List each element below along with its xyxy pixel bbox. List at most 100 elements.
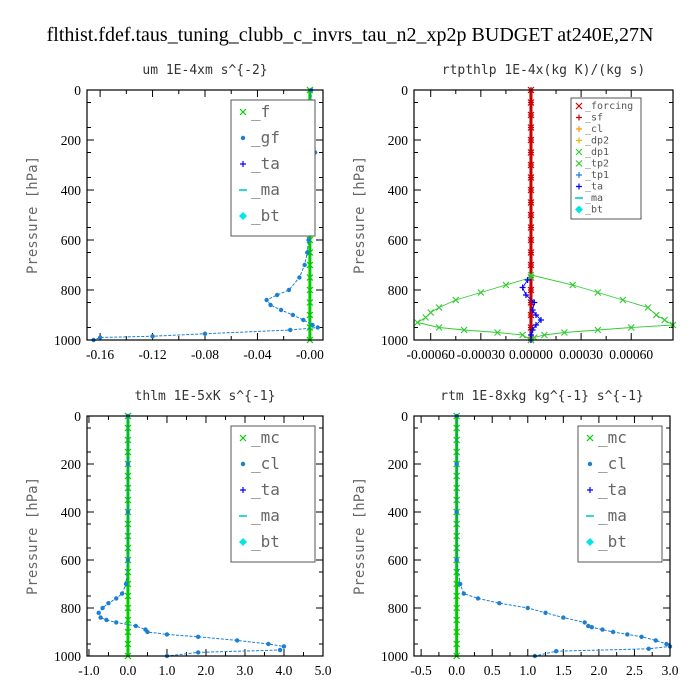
legend: _mc _cl _ta _ma _bt [577, 425, 663, 563]
series-cl [454, 413, 673, 659]
data-point [306, 237, 311, 243]
y-tick-label: 0 [401, 409, 408, 424]
data-point [458, 581, 463, 587]
data-point [661, 316, 669, 324]
data-point [527, 271, 535, 279]
y-tick-label: 400 [61, 505, 82, 520]
data-point [413, 319, 421, 326]
y-tick-label: 600 [61, 553, 82, 568]
data-point [286, 287, 292, 293]
data-point [594, 289, 602, 296]
data-point [268, 302, 273, 308]
x-tick-label: 1.0 [159, 663, 176, 678]
legend-label: _cl [598, 454, 627, 473]
data-point [297, 275, 302, 280]
data-point [310, 322, 315, 328]
y-tick-label: 1000 [381, 649, 408, 664]
legend-box [577, 425, 663, 563]
x-tick-label: 2.5 [626, 663, 643, 678]
x-tick-label: 1.5 [555, 663, 572, 678]
data-point [589, 625, 594, 630]
legend: _forcing_sf_cl_dp2_dp1_tp2_tp1_ta_ma_bt [570, 97, 642, 220]
data-point [123, 581, 129, 587]
y-tick-label: 600 [388, 233, 409, 248]
legend-label: _ta [251, 480, 280, 499]
data-point [540, 331, 548, 339]
data-point [653, 638, 658, 643]
series-line [416, 277, 532, 341]
legend-marker [240, 487, 246, 493]
data-point [519, 331, 527, 339]
data-point [561, 615, 566, 620]
y-tick-label: 0 [74, 83, 81, 98]
y-tick-label: 400 [388, 505, 409, 520]
data-point [625, 632, 630, 637]
panel-title: thlm 1E-5xK s^{-1} [135, 389, 276, 404]
x-tick-label: 2.0 [198, 663, 215, 678]
data-point [664, 641, 669, 647]
panels: um 1E-4xm s^{-2} Pressure [hPa] 0 200 400 600… [25, 63, 679, 678]
legend-label: _mc [251, 428, 280, 447]
panel-2: rtpthlp 1E-4x(kg K)/(kg s) Pressure [hPa]… [352, 63, 677, 362]
legend-marker [239, 108, 247, 116]
x-tick-label: 0.5 [484, 663, 501, 678]
data-point [277, 647, 283, 653]
legend-marker [575, 205, 583, 214]
panel-title: rtm 1E-8xkg kg^{-1} s^{-1} [440, 389, 644, 404]
data-point [554, 649, 559, 654]
legend-marker [240, 161, 246, 167]
data-point [264, 297, 269, 303]
legend-marker [239, 212, 247, 220]
legend-label: _mc [598, 428, 627, 447]
legend-label: _dp2 [585, 136, 609, 147]
data-point [427, 309, 435, 316]
data-point [195, 650, 201, 655]
panel-title: um 1E-4xm s^{-2} [142, 63, 267, 78]
data-point [532, 322, 539, 328]
panel-1: um 1E-4xm s^{-2} Pressure [hPa] 0 200 400 600… [25, 63, 324, 362]
x-tick-label: -0.00 [296, 347, 324, 362]
data-point [145, 629, 150, 635]
legend-label: _f [251, 102, 270, 121]
data-point [646, 646, 651, 651]
legend: _f _gf _ta _ma _bt [230, 99, 316, 237]
series-line [98, 416, 286, 657]
data-point [529, 327, 536, 333]
y-tick-label: 0 [401, 83, 408, 98]
data-point [494, 329, 501, 336]
data-point [125, 509, 131, 515]
plot-frame [413, 415, 671, 657]
legend-marker [576, 137, 582, 144]
legend-marker [587, 487, 593, 493]
data-point [302, 262, 307, 268]
data-point [234, 638, 240, 643]
panel-title: rtpthlp 1E-4x(kg K)/(kg s) [442, 63, 646, 78]
data-point [133, 623, 138, 629]
x-tick-label: 4.0 [276, 663, 293, 678]
data-point [639, 634, 644, 639]
legend-label: _ta [598, 480, 627, 499]
x-tick-label: 0.00060 [609, 347, 653, 362]
legend-marker [576, 126, 582, 132]
legend-label: _sf [585, 113, 603, 124]
legend-marker [239, 434, 247, 442]
legend-marker [575, 160, 583, 167]
data-point [477, 289, 485, 296]
data-point [96, 610, 101, 615]
legend-label: _bt [598, 532, 627, 551]
legend: _mc _cl _ta _ma _bt [230, 425, 316, 563]
legend-marker [576, 114, 582, 121]
data-point [114, 596, 119, 601]
legend-marker [575, 148, 583, 156]
legend-label: _tp1 [585, 170, 609, 181]
data-point [600, 627, 605, 632]
data-point [454, 557, 459, 563]
data-point [301, 317, 306, 323]
x-tick-label: -0.16 [86, 347, 114, 362]
data-point [422, 314, 430, 321]
panel-4: rtm 1E-8xkg kg^{-1} s^{-1} Pressure [hPa]… [352, 389, 679, 678]
data-point [652, 311, 660, 319]
legend-label: _forcing [585, 101, 633, 112]
data-point [150, 334, 155, 339]
